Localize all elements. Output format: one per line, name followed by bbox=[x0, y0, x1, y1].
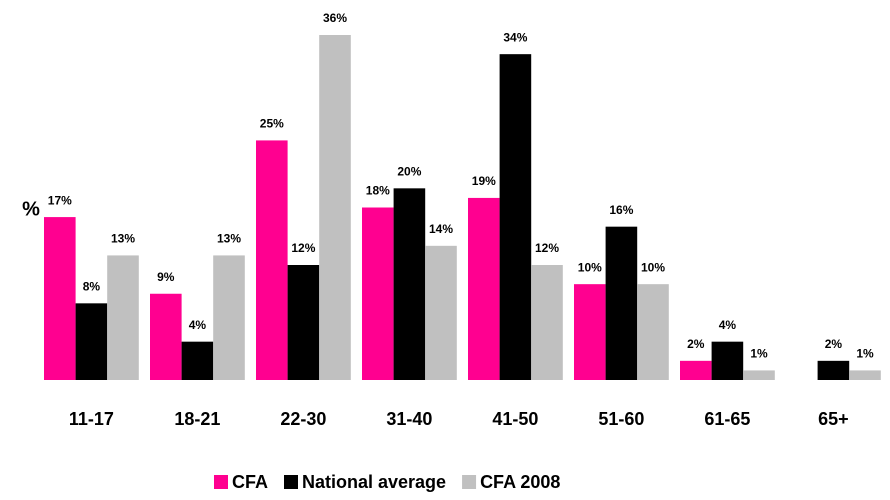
bar bbox=[287, 265, 320, 380]
bar bbox=[743, 370, 775, 380]
data-label: 19% bbox=[472, 174, 496, 188]
bar bbox=[425, 245, 457, 380]
data-label: 8% bbox=[83, 280, 101, 294]
data-label: 17% bbox=[48, 193, 72, 207]
bar bbox=[817, 360, 850, 380]
x-tick-label: 41-50 bbox=[492, 409, 538, 429]
x-tick-label: 31-40 bbox=[386, 409, 432, 429]
legend-label: CFA bbox=[232, 472, 268, 492]
data-label: 10% bbox=[641, 260, 665, 274]
y-axis-label: % bbox=[22, 198, 40, 220]
x-tick-label: 61-65 bbox=[704, 409, 750, 429]
bar bbox=[75, 303, 108, 380]
data-label: 13% bbox=[217, 232, 241, 246]
data-label: 12% bbox=[535, 241, 559, 255]
data-label: 36% bbox=[323, 11, 347, 25]
bar bbox=[680, 360, 712, 380]
bar bbox=[531, 265, 563, 380]
data-label: 16% bbox=[609, 203, 633, 217]
bar bbox=[711, 341, 744, 380]
data-label: 9% bbox=[157, 270, 175, 284]
x-tick-label: 22-30 bbox=[280, 409, 326, 429]
legend-swatch bbox=[462, 475, 477, 489]
data-label: 4% bbox=[719, 318, 737, 332]
data-label: 12% bbox=[291, 241, 315, 255]
data-label: 2% bbox=[825, 337, 843, 351]
x-tick-label: 18-21 bbox=[174, 409, 220, 429]
data-label: 20% bbox=[397, 165, 421, 179]
bar bbox=[849, 370, 881, 380]
bar bbox=[213, 255, 245, 380]
data-label: 34% bbox=[503, 30, 527, 44]
legend-swatch bbox=[214, 475, 228, 489]
bar bbox=[256, 140, 288, 380]
bar bbox=[637, 284, 669, 380]
data-label: 14% bbox=[429, 222, 453, 236]
bar bbox=[468, 197, 500, 380]
bar bbox=[44, 217, 76, 380]
bar bbox=[574, 284, 606, 380]
bar bbox=[181, 341, 214, 380]
bar bbox=[150, 293, 182, 380]
x-tick-label: 11-17 bbox=[69, 409, 114, 429]
data-label: 1% bbox=[750, 347, 768, 361]
bar bbox=[605, 226, 638, 380]
bar bbox=[499, 54, 532, 381]
legend-label: National average bbox=[302, 472, 446, 492]
data-label: 18% bbox=[366, 184, 390, 198]
data-label: 13% bbox=[111, 232, 135, 246]
data-label: 1% bbox=[856, 347, 874, 361]
bar bbox=[362, 207, 394, 380]
legend-swatch bbox=[284, 475, 298, 489]
data-label: 2% bbox=[687, 337, 705, 351]
bar bbox=[107, 255, 139, 380]
data-label: 10% bbox=[578, 260, 602, 274]
x-tick-label: 51-60 bbox=[598, 409, 644, 429]
bar bbox=[393, 188, 426, 380]
bar bbox=[319, 35, 351, 380]
data-label: 25% bbox=[260, 117, 284, 131]
legend-label: CFA 2008 bbox=[480, 472, 560, 492]
data-label: 4% bbox=[189, 318, 207, 332]
x-tick-label: 65+ bbox=[818, 409, 849, 429]
